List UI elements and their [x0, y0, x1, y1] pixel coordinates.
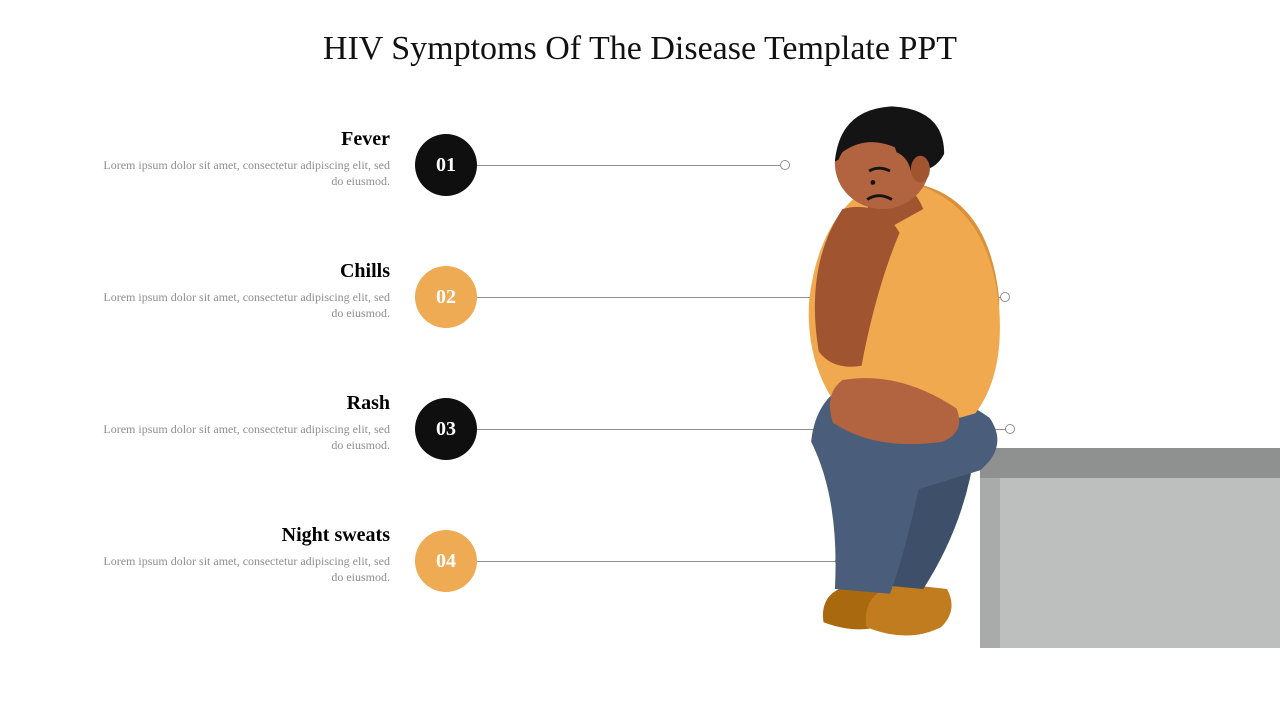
page-title: HIV Symptoms Of The Disease Template PPT	[0, 30, 1280, 68]
symptom-item: Night sweats Lorem ipsum dolor sit amet, …	[95, 524, 390, 585]
number-badge: 03	[415, 398, 477, 460]
number-badge: 02	[415, 266, 477, 328]
symptom-heading: Night sweats	[95, 524, 390, 547]
symptom-heading: Fever	[95, 128, 390, 151]
eye	[871, 180, 876, 185]
symptom-heading: Chills	[95, 260, 390, 283]
symptom-heading: Rash	[95, 392, 390, 415]
person-illustration	[700, 95, 1080, 665]
symptom-desc: Lorem ipsum dolor sit amet, consectetur …	[95, 289, 390, 321]
symptom-item: Chills Lorem ipsum dolor sit amet, consec…	[95, 260, 390, 321]
symptom-desc: Lorem ipsum dolor sit amet, consectetur …	[95, 421, 390, 453]
symptom-desc: Lorem ipsum dolor sit amet, consectetur …	[95, 553, 390, 585]
ear	[911, 156, 930, 183]
symptom-desc: Lorem ipsum dolor sit amet, consectetur …	[95, 157, 390, 189]
symptom-item: Rash Lorem ipsum dolor sit amet, consecte…	[95, 392, 390, 453]
symptom-item: Fever Lorem ipsum dolor sit amet, consect…	[95, 128, 390, 189]
number-badge: 01	[415, 134, 477, 196]
slide: HIV Symptoms Of The Disease Template PPT…	[0, 0, 1280, 720]
number-badge: 04	[415, 530, 477, 592]
